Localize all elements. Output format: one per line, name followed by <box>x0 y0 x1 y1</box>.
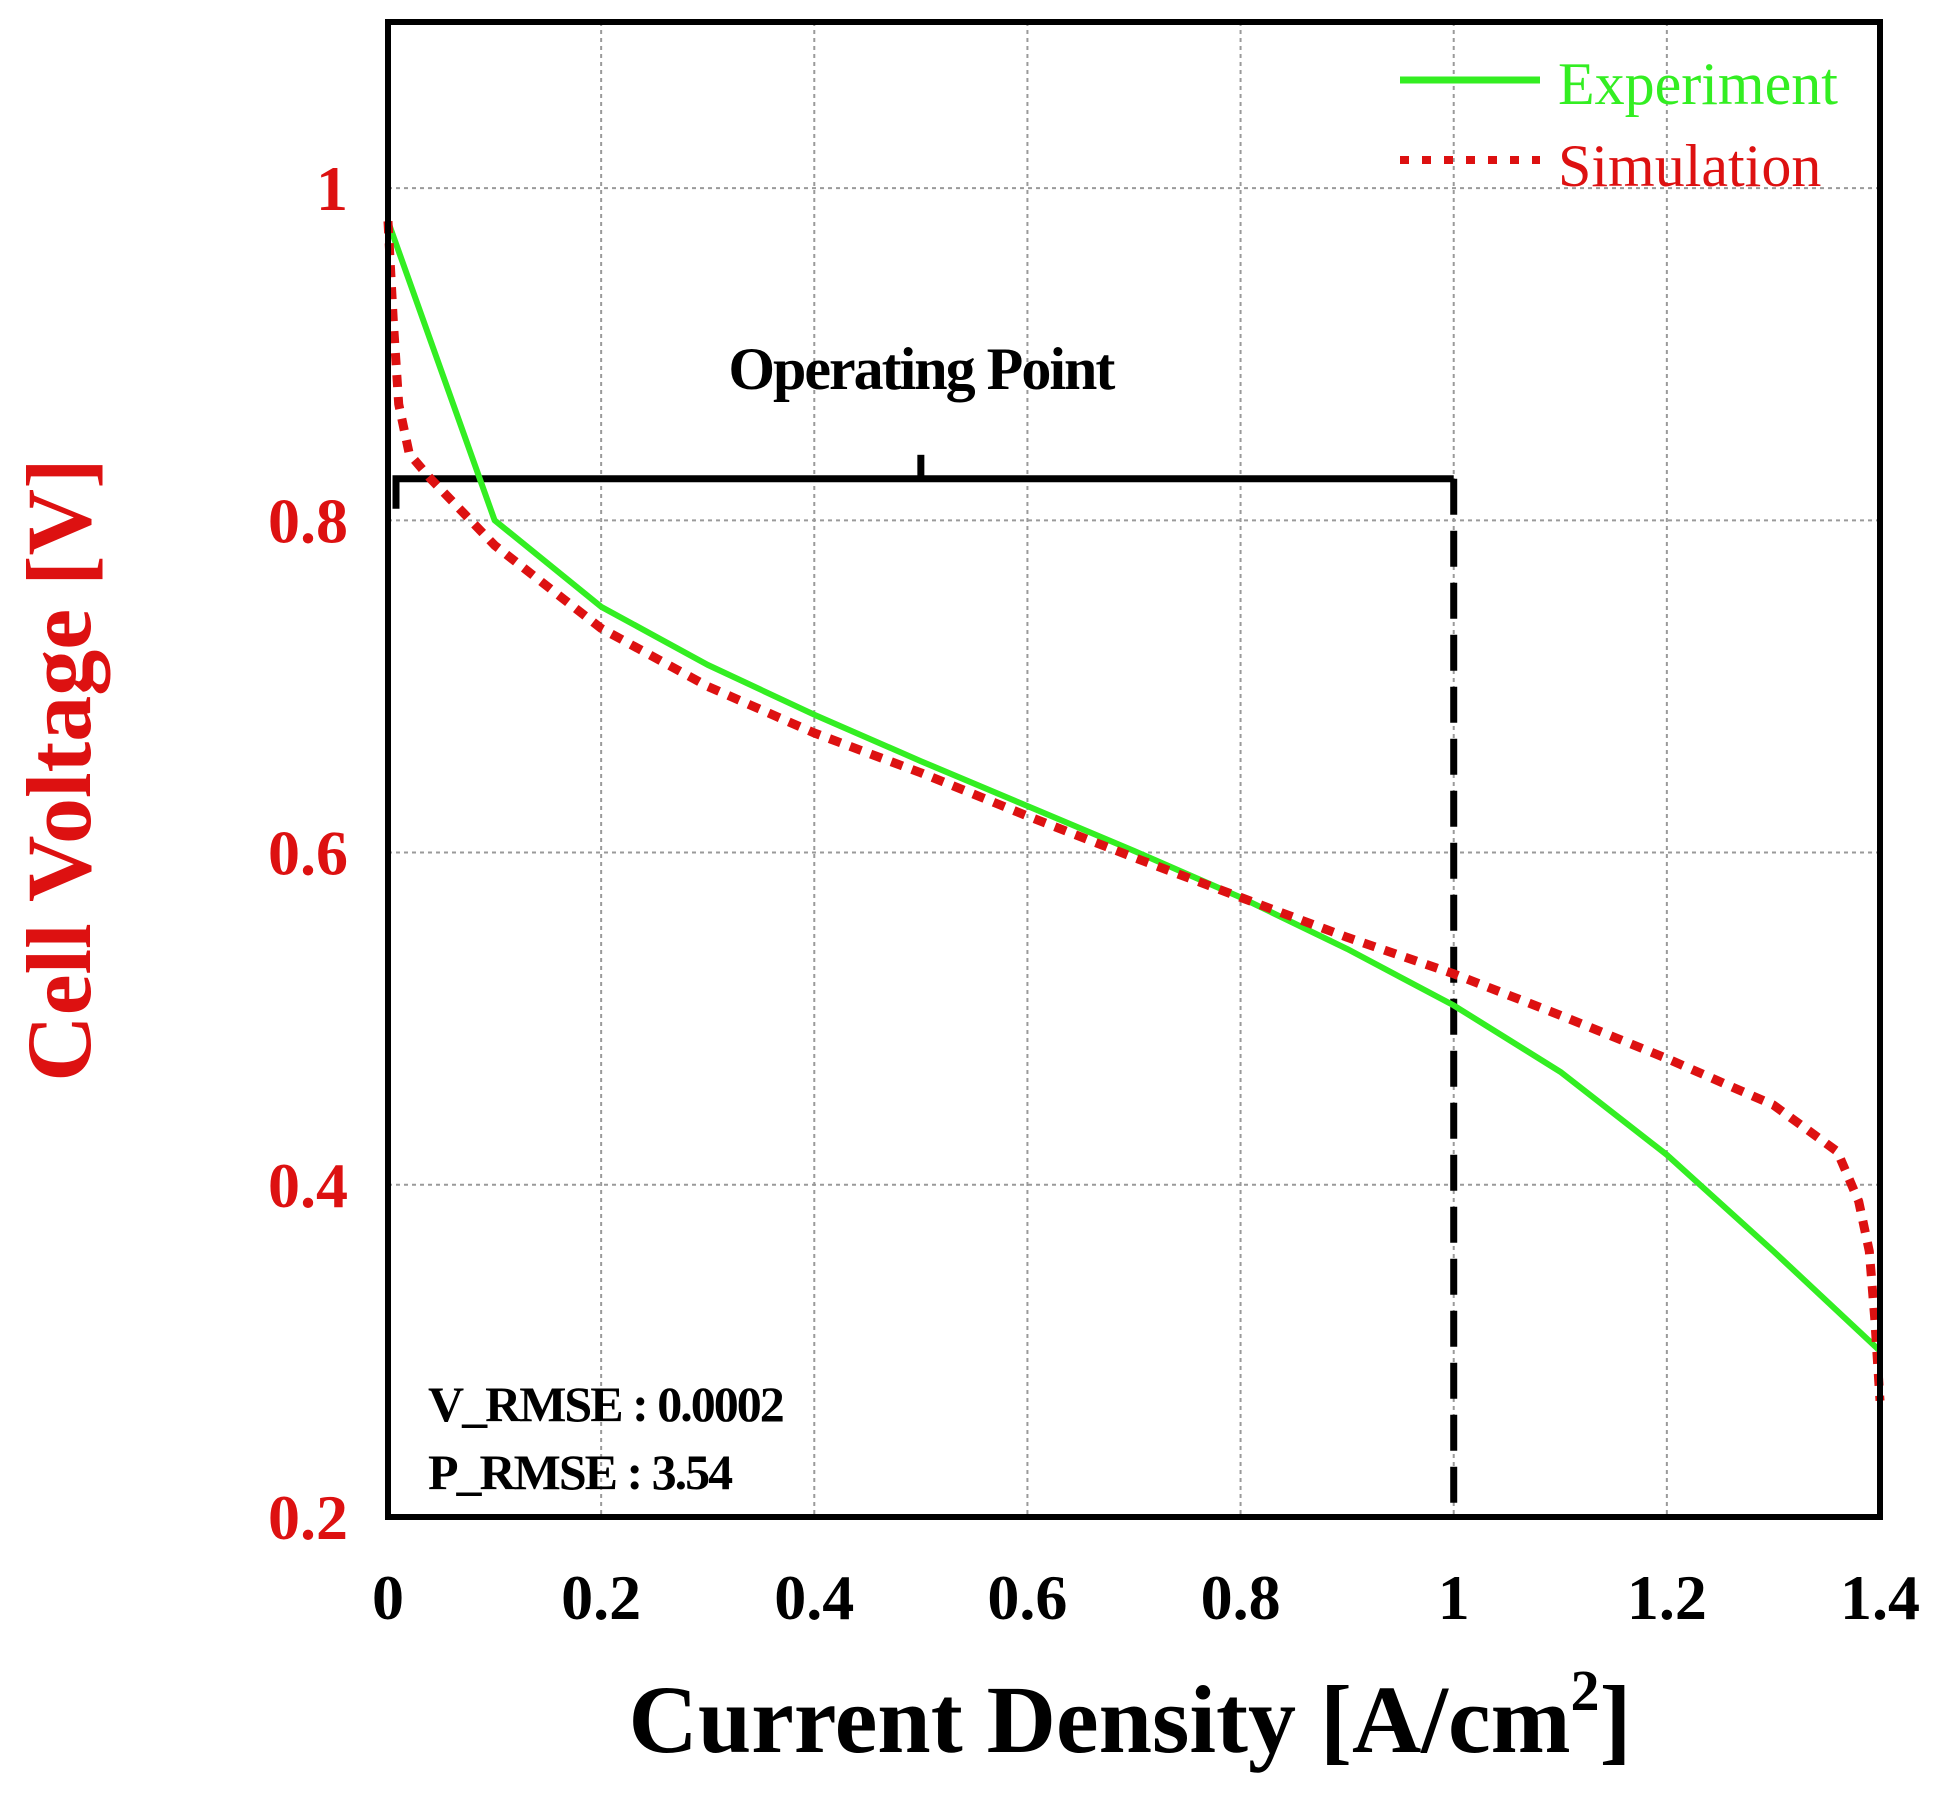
x-tick-labels: 0 0.2 0.4 0.6 0.8 1 1.2 1.4 <box>372 1562 1920 1633</box>
x-tick-label: 0.2 <box>561 1562 641 1633</box>
x-axis-label-superscript: 2 <box>1571 1658 1600 1723</box>
series-simulation-line <box>383 221 1885 1401</box>
p-rmse-annotation: P_RMSE : 3.54 <box>428 1444 733 1500</box>
legend-simulation-label: Simulation <box>1558 133 1821 199</box>
x-tick-label: 0.6 <box>987 1562 1067 1633</box>
x-axis-label: Current Density [A/cm2] <box>628 1658 1631 1773</box>
y-tick-label: 0.8 <box>268 485 348 556</box>
operating-point-bracket <box>392 454 1458 1517</box>
x-tick-label: 0.8 <box>1201 1562 1281 1633</box>
operating-point-bracket-top <box>392 475 1454 509</box>
v-rmse-annotation: V_RMSE : 0.0002 <box>428 1376 783 1432</box>
grid-lines <box>388 22 1880 1517</box>
y-tick-label: 0.4 <box>268 1150 348 1221</box>
x-axis-label-main: Current Density [A/cm <box>628 1666 1570 1773</box>
x-tick-label: 0.4 <box>774 1562 854 1633</box>
legend: Experiment Simulation <box>1400 51 1838 199</box>
y-tick-labels: 0.2 0.4 0.6 0.8 1 <box>268 153 348 1553</box>
series-lines <box>383 220 1885 1401</box>
x-tick-label: 1.2 <box>1627 1562 1707 1633</box>
series-experiment-line <box>385 220 1883 1354</box>
x-tick-label: 1.4 <box>1840 1562 1920 1633</box>
x-tick-label: 1 <box>1438 1562 1470 1633</box>
y-tick-label: 1 <box>316 153 348 224</box>
plot-area-frame <box>385 19 1883 1520</box>
x-axis-label-end: ] <box>1600 1666 1632 1773</box>
x-tick-label: 0 <box>372 1562 404 1633</box>
y-tick-label: 0.2 <box>268 1482 348 1553</box>
operating-point-label: Operating Point <box>728 336 1115 402</box>
legend-experiment-label: Experiment <box>1558 51 1838 117</box>
y-axis-label: Cell Voltage [V] <box>8 458 110 1081</box>
y-tick-label: 0.6 <box>268 818 348 889</box>
